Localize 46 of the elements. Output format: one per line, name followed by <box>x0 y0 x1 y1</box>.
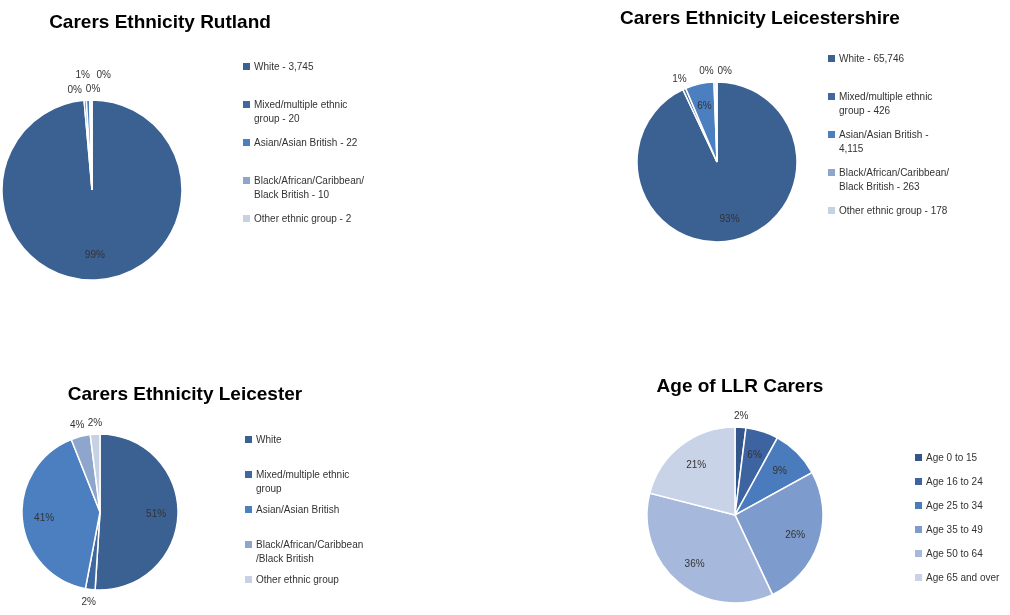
legend-label: Asian/Asian British - 22 <box>254 137 358 148</box>
data-label: 0% <box>717 64 733 76</box>
data-label: 0% <box>699 65 714 77</box>
data-label: 41% <box>34 511 55 523</box>
legend-label: Mixed/multiple ethnic group <box>256 469 350 494</box>
legend-label: Age 65 and over <box>926 572 1001 583</box>
data-label: 2% <box>81 595 97 607</box>
data-label: 1% <box>75 68 91 80</box>
data-label: 26% <box>785 529 806 541</box>
chart-title: Carers Ethnicity Leicester <box>67 383 303 404</box>
legend-label: Other ethnic group - 178 <box>839 205 948 216</box>
legend-label: Age 35 to 49 <box>926 524 984 535</box>
data-label: 0% <box>96 69 111 81</box>
data-label: 93% <box>719 212 740 224</box>
legend-label: Age 0 to 15 <box>926 452 978 463</box>
legend-label: Other ethnic group - 2 <box>254 213 352 224</box>
data-label: 1% <box>672 72 687 84</box>
legend-label: White <box>256 434 282 445</box>
legend-label: Black/African/Caribbean/ Black British - 263 <box>839 167 950 192</box>
data-label: 6% <box>747 449 762 461</box>
legend-label: White - 3,745 <box>254 61 314 72</box>
data-label: 4% <box>69 419 85 431</box>
data-label: 0% <box>67 83 83 95</box>
data-label: 2% <box>734 409 749 421</box>
chart-title: Carers Ethnicity Leicestershire <box>620 7 900 28</box>
data-label: 51% <box>146 508 167 520</box>
chart-title: Carers Ethnicity Rutland <box>49 11 271 32</box>
data-label: 0% <box>85 82 101 94</box>
legend-label: Black/African/Caribbean /Black British <box>256 539 364 564</box>
legend-label: Other ethnic group <box>256 574 340 585</box>
data-label: 9% <box>772 464 788 476</box>
data-label: 6% <box>697 100 712 112</box>
legend-label: Mixed/multiple ethnic group - 426 <box>839 91 933 116</box>
data-label: 99% <box>84 249 105 261</box>
legend-label: White - 65,746 <box>839 53 905 64</box>
legend-label: Asian/Asian British <box>256 504 340 515</box>
data-label: 2% <box>87 416 103 428</box>
data-label: 36% <box>684 558 705 570</box>
legend-label: Age 16 to 24 <box>926 476 984 487</box>
legend-label: Asian/Asian British - 4,115 <box>839 129 929 154</box>
data-label: 21% <box>686 459 707 471</box>
legend-label: Age 50 to 64 <box>926 548 984 559</box>
legend-label: Age 25 to 34 <box>926 500 984 511</box>
legend-label: Black/African/Caribbean/ Black British - 10 <box>254 175 365 200</box>
chart-title: Age of LLR Carers <box>656 375 824 396</box>
legend-label: Mixed/multiple ethnic group - 20 <box>254 99 348 124</box>
